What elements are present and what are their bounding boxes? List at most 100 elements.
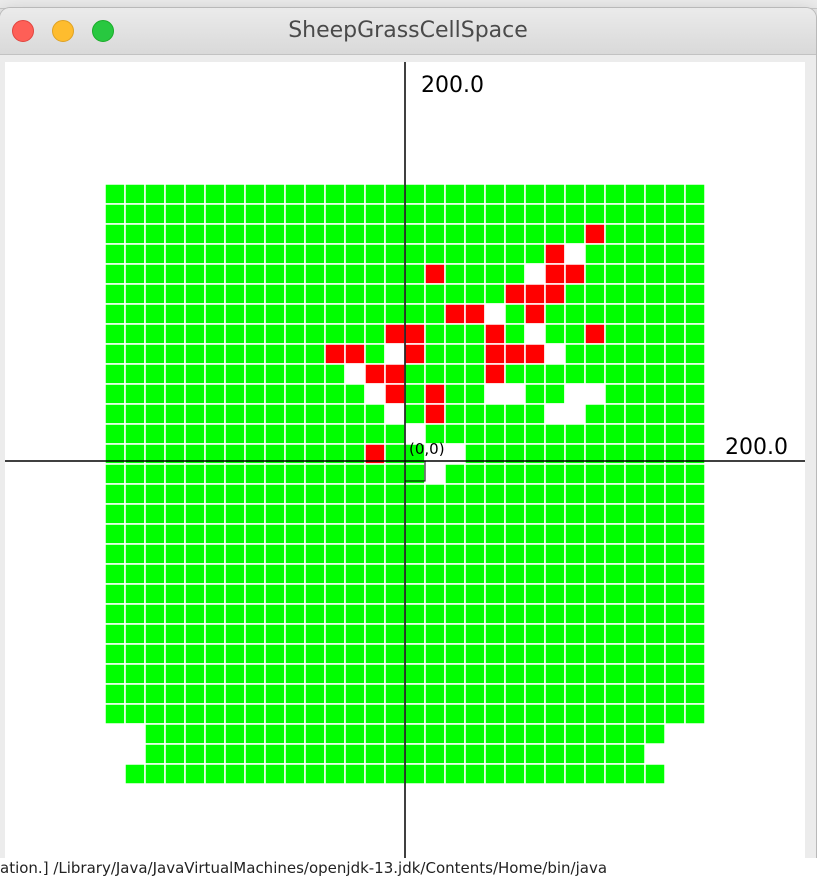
grass-cell: [284, 483, 306, 505]
grass-cell: [404, 383, 426, 405]
grass-cell: [364, 403, 386, 425]
grass-cell: [404, 583, 426, 605]
grass-cell: [264, 243, 286, 265]
sheep-cell: [384, 383, 406, 405]
grass-cell: [124, 303, 146, 325]
grass-cell: [284, 383, 306, 405]
grass-cell: [124, 463, 146, 485]
grass-cell: [684, 623, 706, 645]
close-button[interactable]: [12, 20, 34, 42]
grass-cell: [544, 663, 566, 685]
grass-cell: [244, 643, 266, 665]
grass-cell: [144, 623, 166, 645]
grass-cell: [604, 403, 626, 425]
grass-cell: [504, 223, 526, 245]
grass-cell: [164, 203, 186, 225]
grass-cell: [564, 723, 586, 745]
grass-cell: [324, 263, 346, 285]
grass-cell: [244, 623, 266, 645]
grass-cell: [444, 643, 466, 665]
grass-cell: [344, 663, 366, 685]
grass-cell: [244, 723, 266, 745]
grass-cell: [304, 503, 326, 525]
grass-cell: [624, 563, 646, 585]
grass-cell: [484, 203, 506, 225]
grass-cell: [464, 203, 486, 225]
grass-cell: [464, 223, 486, 245]
grass-cell: [224, 323, 246, 345]
grass-cell: [124, 283, 146, 305]
grass-cell: [444, 523, 466, 545]
grass-cell: [204, 283, 226, 305]
grass-cell: [424, 683, 446, 705]
grass-cell: [184, 503, 206, 525]
grass-cell: [344, 563, 366, 585]
grass-cell: [664, 623, 686, 645]
grass-cell: [544, 703, 566, 725]
sheep-cell: [384, 363, 406, 385]
grass-cell: [284, 663, 306, 685]
grass-cell: [204, 583, 226, 605]
maximize-button[interactable]: [92, 20, 114, 42]
grass-cell: [544, 623, 566, 645]
grass-cell: [164, 403, 186, 425]
grass-cell: [444, 243, 466, 265]
grass-cell: [104, 583, 126, 605]
grass-cell: [364, 563, 386, 585]
empty-cell: [504, 383, 526, 405]
grass-cell: [604, 483, 626, 505]
grass-cell: [124, 363, 146, 385]
grass-cell: [504, 183, 526, 205]
grass-cell: [364, 223, 386, 245]
grass-cell: [104, 463, 126, 485]
grass-cell: [404, 243, 426, 265]
grass-cell: [184, 403, 206, 425]
grass-cell: [644, 263, 666, 285]
grass-cell: [284, 703, 306, 725]
grass-cell: [224, 363, 246, 385]
grass-cell: [684, 683, 706, 705]
grass-cell: [104, 383, 126, 405]
grass-cell: [464, 403, 486, 425]
grass-cell: [324, 723, 346, 745]
cell-space-canvas[interactable]: 200.0 200.0 (0,0): [5, 62, 805, 860]
grass-cell: [264, 343, 286, 365]
grass-cell: [364, 703, 386, 725]
grass-cell: [504, 403, 526, 425]
grass-cell: [444, 183, 466, 205]
grass-cell: [604, 603, 626, 625]
grass-cell: [104, 663, 126, 685]
grass-cell: [504, 303, 526, 325]
grass-cell: [364, 503, 386, 525]
grass-cell: [284, 503, 306, 525]
grass-cell: [344, 403, 366, 425]
grass-cell: [604, 543, 626, 565]
grass-cell: [364, 723, 386, 745]
empty-cell: [384, 403, 406, 425]
grass-cell: [524, 603, 546, 625]
grass-cell: [344, 203, 366, 225]
grass-cell: [364, 283, 386, 305]
grass-cell: [164, 223, 186, 245]
grass-cell: [124, 323, 146, 345]
grass-cell: [364, 663, 386, 685]
sheep-cell: [484, 363, 506, 385]
grass-cell: [164, 483, 186, 505]
grass-cell: [404, 563, 426, 585]
empty-cell: [564, 383, 586, 405]
grass-cell: [264, 483, 286, 505]
grass-cell: [204, 383, 226, 405]
minimize-button[interactable]: [52, 20, 74, 42]
grass-cell: [644, 503, 666, 525]
empty-cell: [384, 343, 406, 365]
grass-cell: [504, 763, 526, 785]
grass-cell: [384, 623, 406, 645]
grass-cell: [504, 563, 526, 585]
grass-cell: [184, 583, 206, 605]
grass-cell: [544, 463, 566, 485]
grass-cell: [464, 463, 486, 485]
grass-cell: [524, 683, 546, 705]
title-bar[interactable]: SheepGrassCellSpace: [0, 8, 816, 55]
grass-cell: [524, 623, 546, 645]
grass-cell: [624, 543, 646, 565]
